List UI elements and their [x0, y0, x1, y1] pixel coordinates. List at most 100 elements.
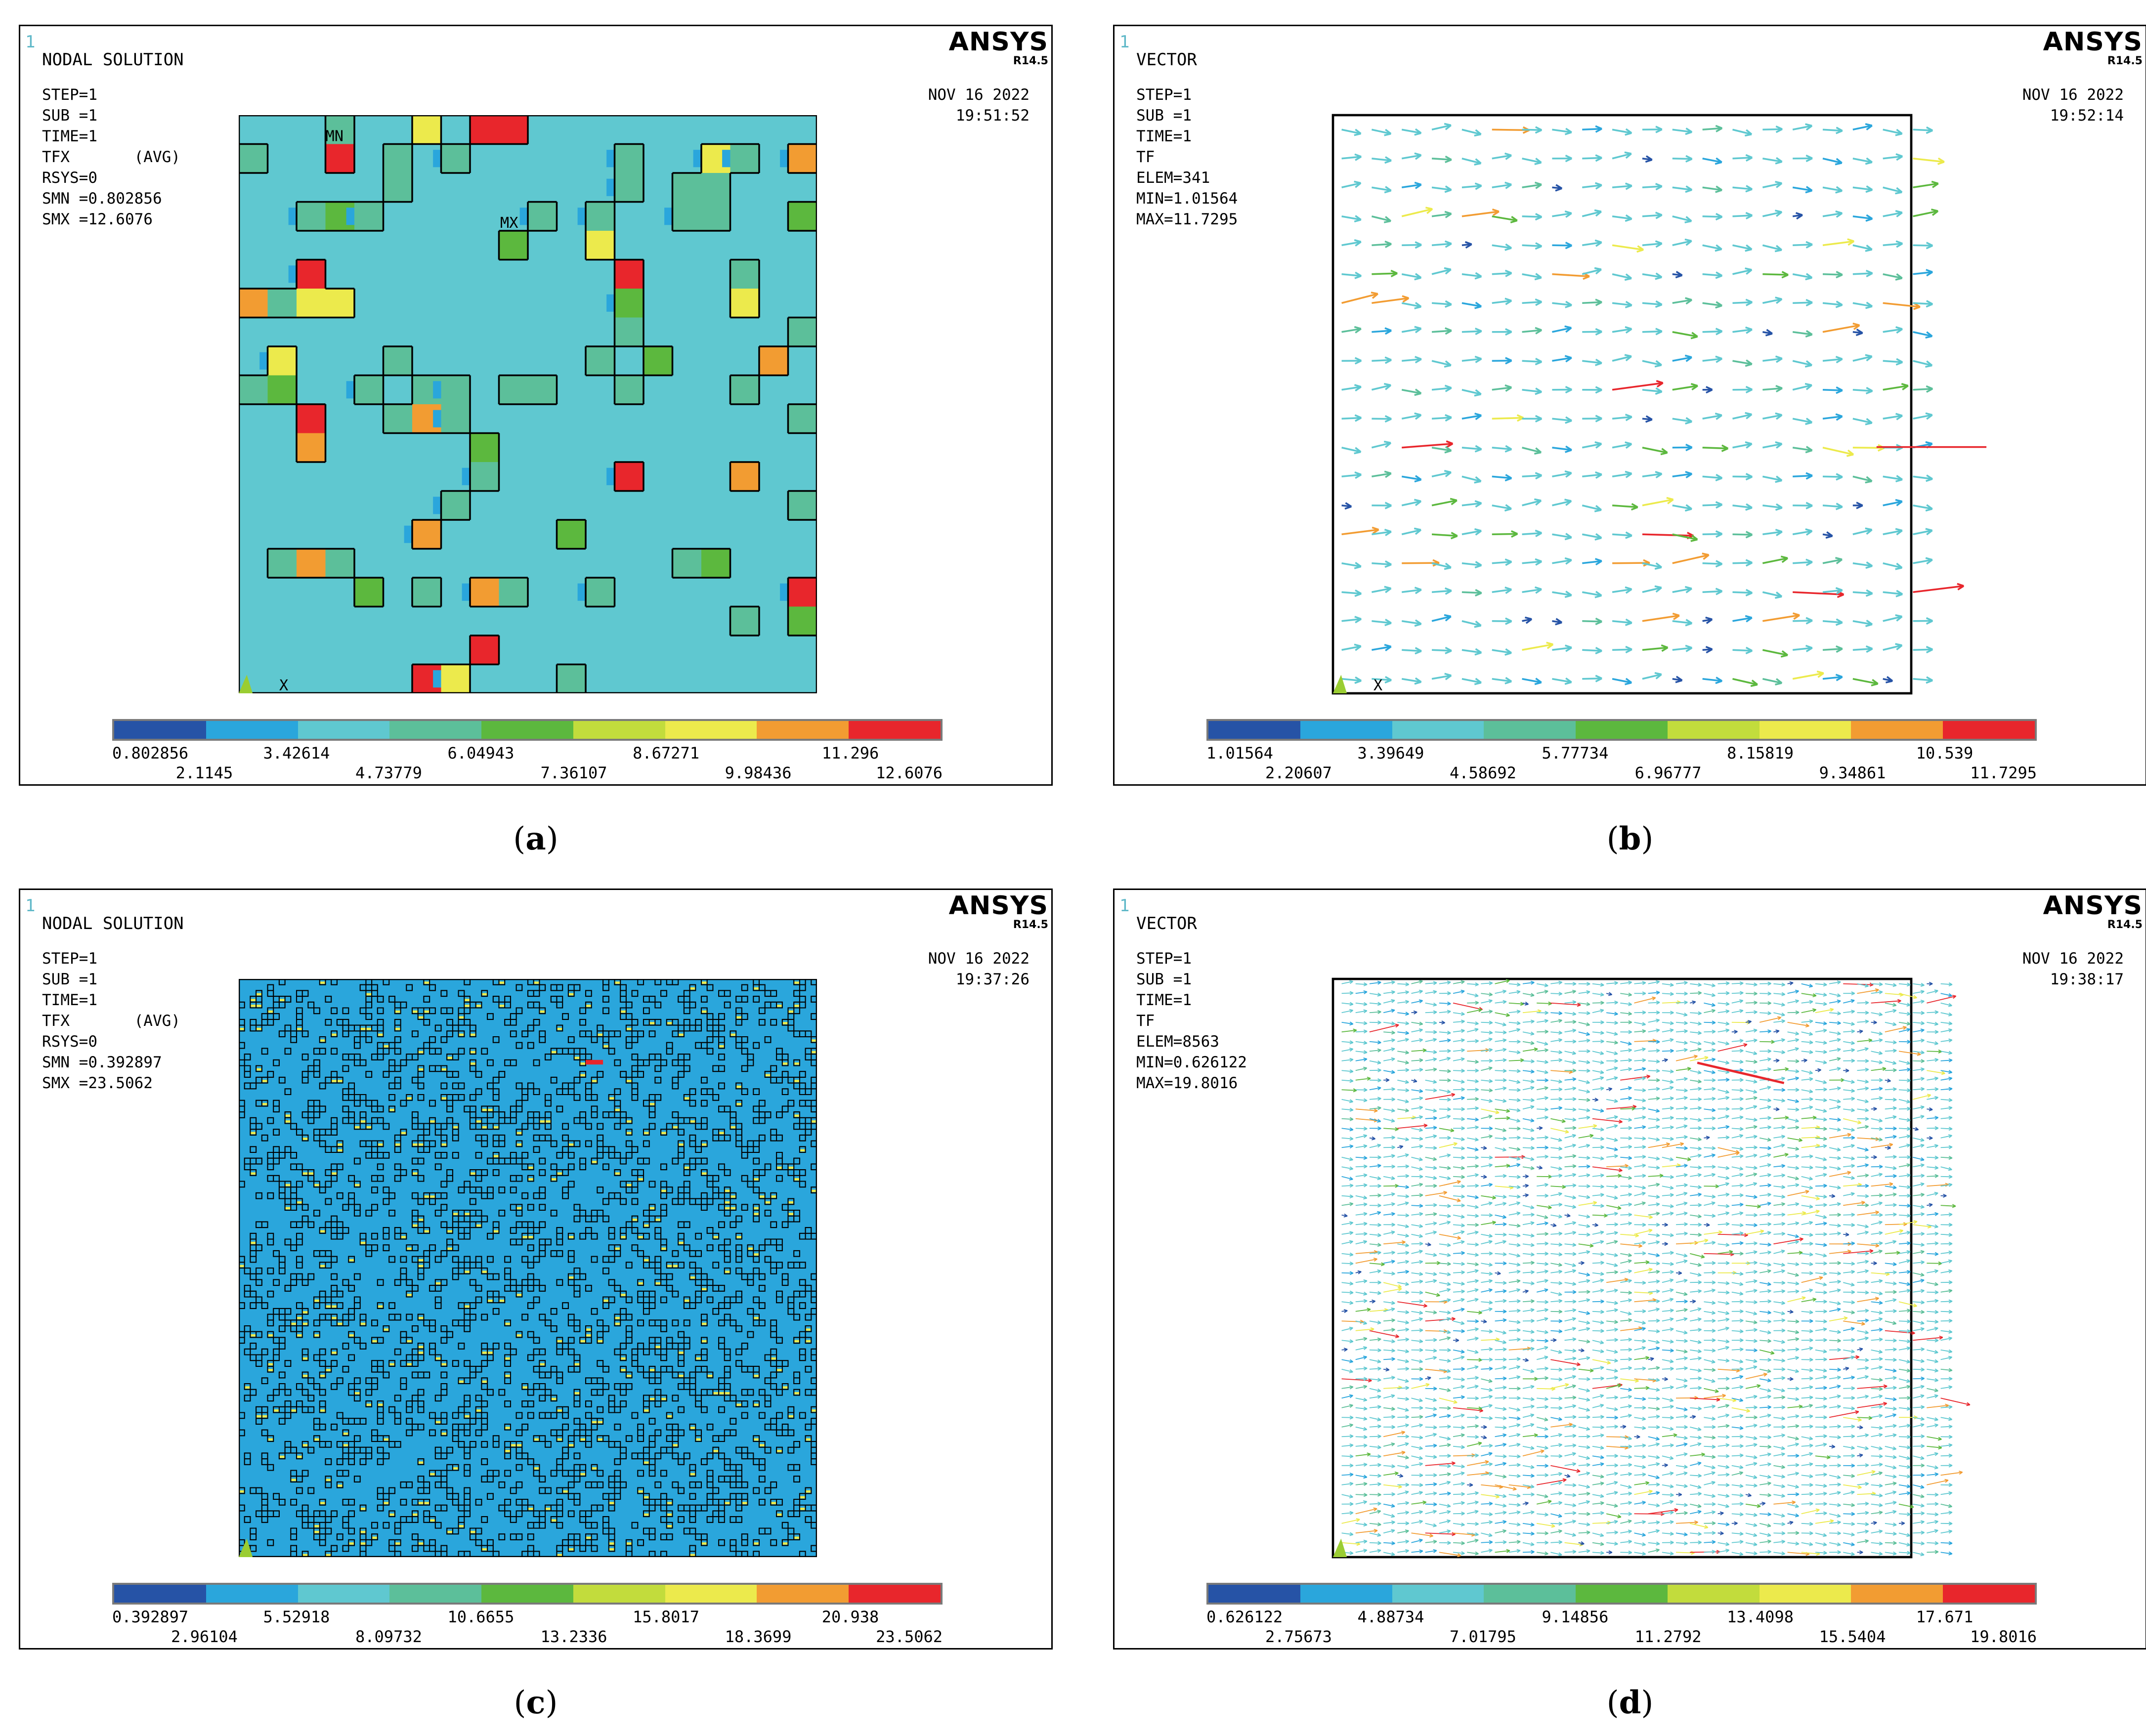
vector-arrow: [1843, 1249, 1874, 1254]
vector-arrow: [1801, 1031, 1813, 1036]
vector-arrow: [1341, 1385, 1354, 1390]
vector-arrow: [1762, 412, 1783, 420]
vector-arrow: [1787, 1414, 1800, 1419]
vector-arrow: [1522, 1347, 1535, 1351]
vector-arrow: [1401, 412, 1422, 420]
particle-highlight: [557, 1409, 563, 1412]
brand-text: ANSYS: [948, 891, 1048, 921]
vector-arrow: [1355, 1416, 1368, 1421]
vector-arrow: [1912, 1320, 1925, 1325]
vector-arrow: [1940, 982, 1953, 987]
vector-arrow: [1940, 1482, 1953, 1487]
vector-arrow: [1439, 1282, 1451, 1286]
vector-arrow: [1871, 1173, 1883, 1177]
vector-arrow: [1704, 1020, 1716, 1025]
vector-arrow: [1383, 1450, 1406, 1457]
contour-patch: [519, 208, 528, 225]
vector-arrow: [1550, 1087, 1563, 1092]
vector-arrow: [1467, 1491, 1479, 1495]
vector-arrow: [1787, 1021, 1809, 1028]
vector-arrow: [1787, 1047, 1799, 1052]
vector-arrow: [1439, 1358, 1451, 1363]
particle-highlight: [811, 1051, 817, 1054]
vector-arrow: [1508, 1279, 1521, 1283]
vector-arrow: [1634, 1520, 1646, 1524]
vector-arrow: [1843, 1270, 1855, 1274]
vector-arrow: [1606, 1205, 1622, 1210]
vector-arrow: [1852, 301, 1873, 309]
vector-arrow: [1411, 1483, 1423, 1487]
vector-arrow: [1745, 1079, 1758, 1084]
vector-arrow: [1675, 1106, 1688, 1110]
vector-arrow: [1620, 1463, 1632, 1467]
vector-arrow: [1642, 328, 1663, 336]
vector-arrow: [1582, 441, 1602, 449]
vector-arrow: [1675, 1029, 1688, 1033]
vector-arrow: [1467, 1532, 1479, 1536]
particle-cell: [672, 549, 701, 578]
vector-arrow: [1411, 1359, 1423, 1363]
vector-arrow: [1537, 1154, 1548, 1159]
caption-letter: b: [1619, 820, 1641, 857]
vector-arrow: [1620, 1388, 1632, 1392]
vector-arrow: [1773, 1115, 1789, 1120]
vector-arrow: [1940, 1038, 1953, 1043]
vector-arrow: [1537, 1060, 1548, 1064]
particle-cell: [672, 173, 701, 202]
vector-arrow: [1912, 1115, 1925, 1119]
vector-arrow: [1634, 1397, 1646, 1401]
vector-arrow: [1383, 1301, 1395, 1305]
vector-arrow: [1913, 645, 1933, 654]
particle-highlight: [493, 1126, 499, 1129]
legend-tick: 12.6076: [876, 763, 943, 782]
vector-arrow: [1425, 1166, 1437, 1170]
vector-arrow: [1927, 1144, 1938, 1148]
vector-arrow: [1355, 1346, 1368, 1351]
vector-arrow: [1662, 1540, 1674, 1545]
vector-arrow: [1606, 1376, 1618, 1380]
vector-arrow: [1913, 1417, 1925, 1421]
vector-arrow: [1885, 1078, 1891, 1083]
vector-arrow: [1592, 1108, 1604, 1113]
vector-arrow: [1550, 1270, 1563, 1274]
vector-arrow: [1702, 185, 1722, 193]
vector-arrow: [1425, 981, 1437, 985]
vector-arrow: [1648, 1183, 1660, 1187]
vector-arrow: [1620, 1074, 1651, 1081]
vector-arrow: [1634, 1500, 1646, 1505]
vector-arrow: [1453, 1338, 1459, 1343]
vector-arrow: [1578, 1250, 1590, 1254]
particle-highlight: [418, 1143, 424, 1146]
vector-arrow: [1773, 1222, 1786, 1226]
vector-arrow: [1871, 1301, 1883, 1305]
particle-highlight: [348, 1334, 354, 1337]
particle-highlight: [418, 1352, 424, 1354]
vector-arrow: [1401, 388, 1422, 396]
particle-highlight: [441, 1097, 447, 1100]
legend-swatch: [206, 721, 298, 739]
vector-arrow: [1815, 1214, 1827, 1219]
vector-arrow: [1606, 1288, 1618, 1293]
window-number: 1: [1119, 896, 1130, 916]
vector-arrow: [1871, 1067, 1887, 1071]
vector-arrow: [1341, 1348, 1348, 1352]
vector-arrow: [1759, 1413, 1771, 1418]
vector-arrow: [1815, 1338, 1827, 1342]
vector-arrow: [1857, 1038, 1873, 1043]
vector-arrow: [1564, 1154, 1577, 1158]
vector-arrow: [1578, 1377, 1590, 1381]
vector-arrow: [1369, 1251, 1381, 1255]
vector-arrow: [1787, 1386, 1800, 1391]
particle-cell: [239, 144, 268, 173]
vector-arrow: [1760, 1222, 1771, 1227]
vector-arrow: [1940, 1021, 1953, 1025]
particle-highlight: [805, 1328, 812, 1331]
vector-arrow: [1431, 532, 1458, 540]
vector-arrow: [1648, 1406, 1660, 1411]
particle-highlight: [626, 1374, 632, 1377]
vector-arrow: [1481, 1010, 1493, 1014]
vector-arrow: [1760, 1029, 1771, 1034]
particle-highlight: [568, 1236, 574, 1238]
vector-arrow: [1731, 1241, 1744, 1245]
vector-arrow: [1759, 1282, 1771, 1286]
